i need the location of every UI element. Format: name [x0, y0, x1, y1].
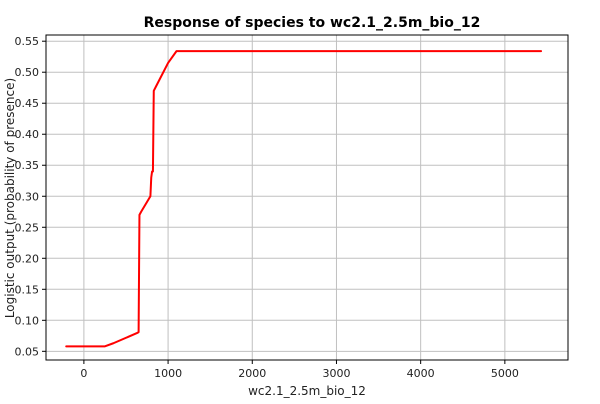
y-tick-label-6: 0.35: [15, 159, 40, 172]
x-ticks: 0 1000 2000 3000 4000 5000: [80, 360, 519, 380]
x-tick-label-4: 4000: [407, 367, 435, 380]
series-layer: [65, 50, 543, 348]
x-tick-label-1: 1000: [154, 367, 182, 380]
y-tick-label-8: 0.45: [15, 97, 40, 110]
x-tick-label-3: 3000: [322, 367, 350, 380]
y-ticks: 0.05 0.10 0.15 0.20 0.25 0.30 0.35 0.40 0.45 0.50…: [15, 35, 46, 358]
grid-lines: [46, 35, 568, 360]
x-tick-label-5: 5000: [491, 367, 519, 380]
response-curve-line-0: [65, 50, 543, 348]
y-tick-label-3: 0.20: [15, 252, 40, 265]
x-tick-label-0: 0: [80, 367, 87, 380]
x-axis-label: wc2.1_2.5m_bio_12: [248, 384, 366, 398]
y-tick-label-10: 0.55: [15, 35, 40, 48]
y-tick-label-7: 0.40: [15, 128, 40, 141]
y-tick-label-4: 0.25: [15, 221, 40, 234]
plot-border: [45, 34, 569, 361]
x-tick-label-2: 2000: [238, 367, 266, 380]
y-tick-label-1: 0.10: [15, 314, 40, 327]
plot-area: [46, 35, 568, 360]
y-tick-label-5: 0.30: [15, 190, 40, 203]
y-axis-label: Logistic output (probability of presence…: [3, 78, 17, 318]
chart-title: Response of species to wc2.1_2.5m_bio_12: [144, 15, 481, 31]
y-tick-label-9: 0.50: [15, 66, 40, 79]
y-tick-label-2: 0.15: [15, 283, 40, 296]
y-tick-label-0: 0.05: [15, 345, 40, 358]
